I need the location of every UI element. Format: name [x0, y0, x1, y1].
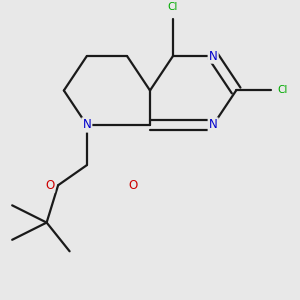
Text: Cl: Cl — [277, 85, 287, 95]
Text: O: O — [128, 179, 137, 192]
Text: N: N — [82, 118, 91, 131]
Text: O: O — [45, 179, 54, 192]
Text: N: N — [209, 50, 218, 62]
Text: Cl: Cl — [168, 2, 178, 12]
Text: N: N — [209, 118, 218, 131]
